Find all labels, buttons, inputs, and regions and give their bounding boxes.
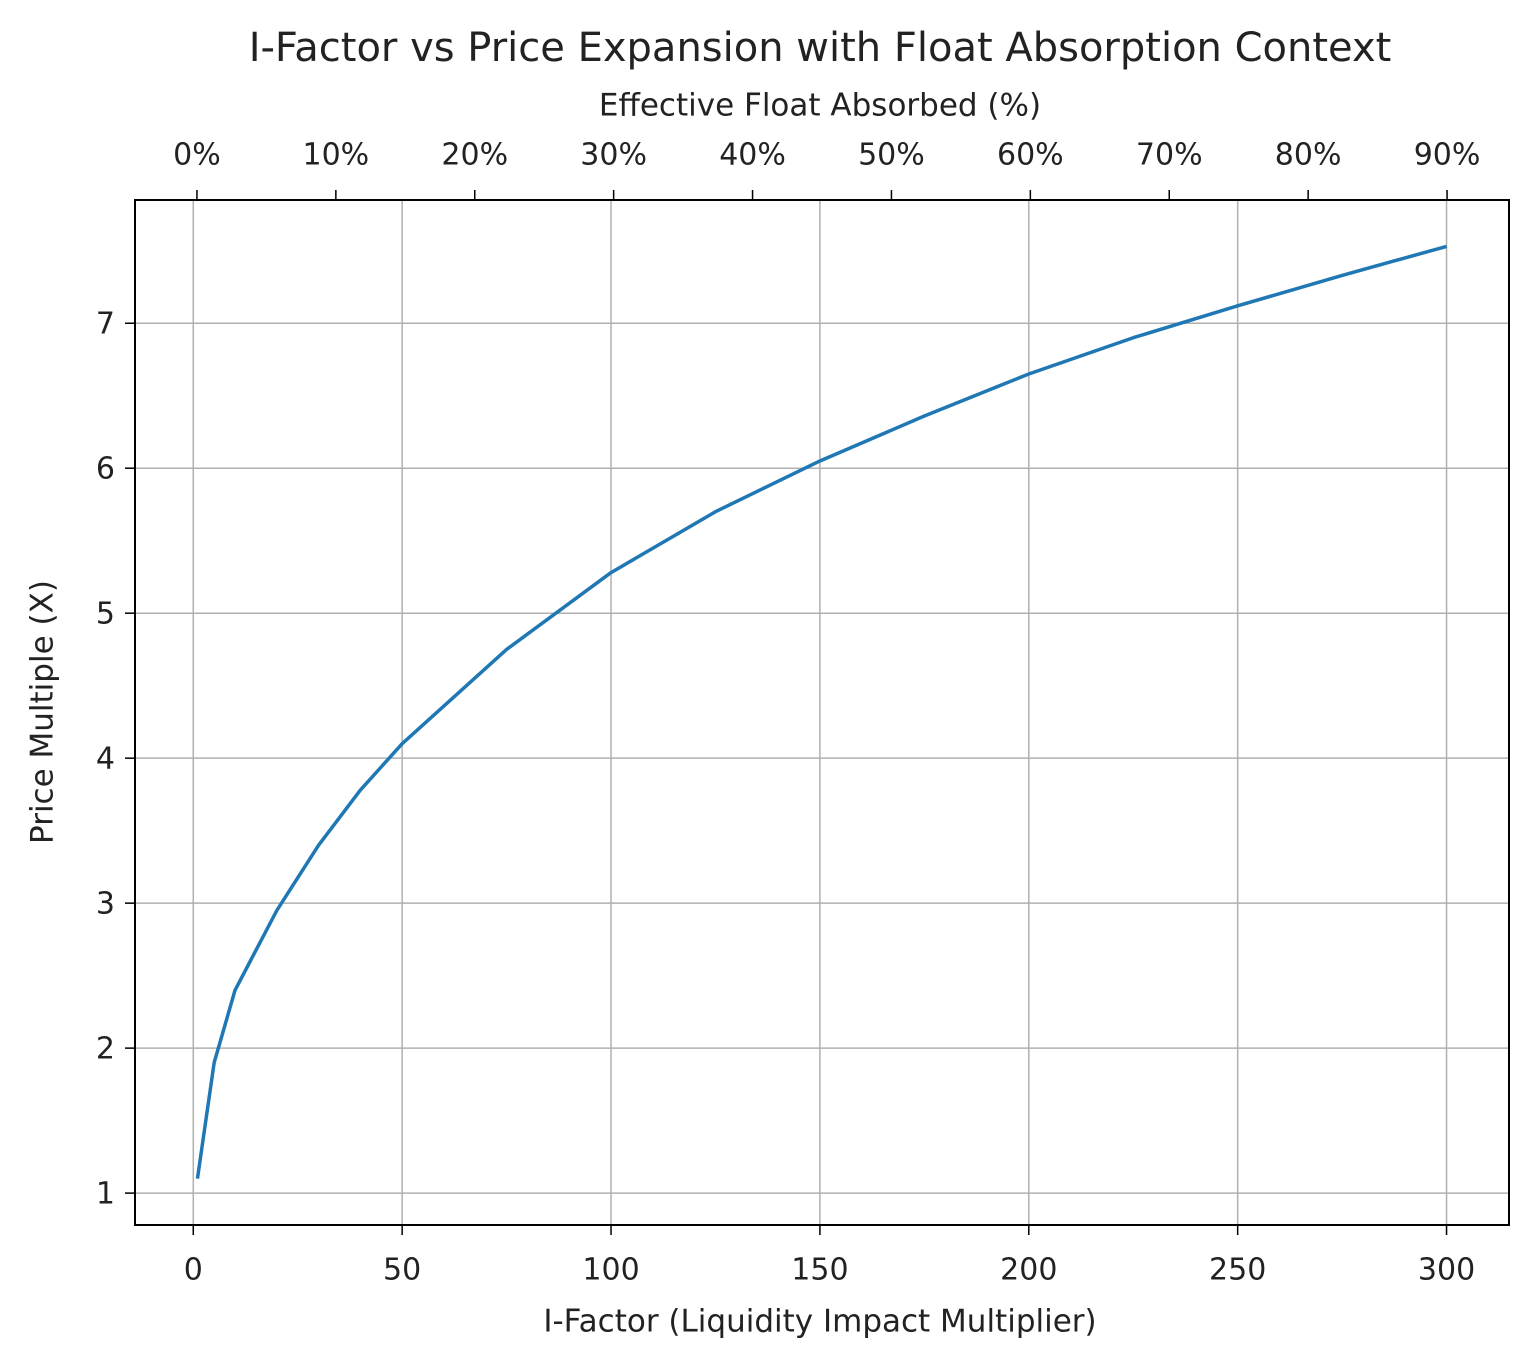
x2-tick-label: 60% bbox=[997, 138, 1064, 173]
x2-tick-label: 0% bbox=[173, 138, 221, 173]
x2-tick-label: 90% bbox=[1414, 138, 1481, 173]
plot-frame bbox=[134, 199, 1510, 1226]
y-tick-label: 1 bbox=[96, 1177, 115, 1212]
x2-axis-label: Effective Float Absorbed (%) bbox=[599, 88, 1041, 124]
y-tick-label: 7 bbox=[96, 307, 115, 342]
x2-tick-label: 20% bbox=[441, 138, 508, 173]
y-axis-label: Price Multiple (X) bbox=[25, 580, 61, 844]
chart-title: I-Factor vs Price Expansion with Float A… bbox=[249, 25, 1392, 71]
y-tick-label: 4 bbox=[96, 742, 115, 777]
x2-tick-label: 40% bbox=[719, 138, 786, 173]
data-line bbox=[195, 244, 1448, 1179]
x2-tick-label: 50% bbox=[858, 138, 925, 173]
x-tick-label: 0 bbox=[184, 1253, 203, 1288]
x2-tick-label: 80% bbox=[1275, 138, 1342, 173]
y-tick-label: 3 bbox=[96, 887, 115, 922]
x-tick-label: 100 bbox=[582, 1253, 639, 1288]
x-tick-label: 50 bbox=[383, 1253, 421, 1288]
x-tick-label: 250 bbox=[1209, 1253, 1266, 1288]
x-tick-label: 300 bbox=[1418, 1253, 1475, 1288]
x-tick-label: 150 bbox=[791, 1253, 848, 1288]
x2-tick-label: 10% bbox=[303, 138, 370, 173]
y-tick-label: 6 bbox=[96, 452, 115, 487]
y-tick-label: 2 bbox=[96, 1032, 115, 1067]
x2-tick-label: 30% bbox=[580, 138, 647, 173]
x-axis-label: I-Factor (Liquidity Impact Multiplier) bbox=[543, 1304, 1096, 1340]
y-tick-label: 5 bbox=[96, 597, 115, 632]
x2-tick-label: 70% bbox=[1136, 138, 1203, 173]
x-tick-label: 200 bbox=[1000, 1253, 1057, 1288]
